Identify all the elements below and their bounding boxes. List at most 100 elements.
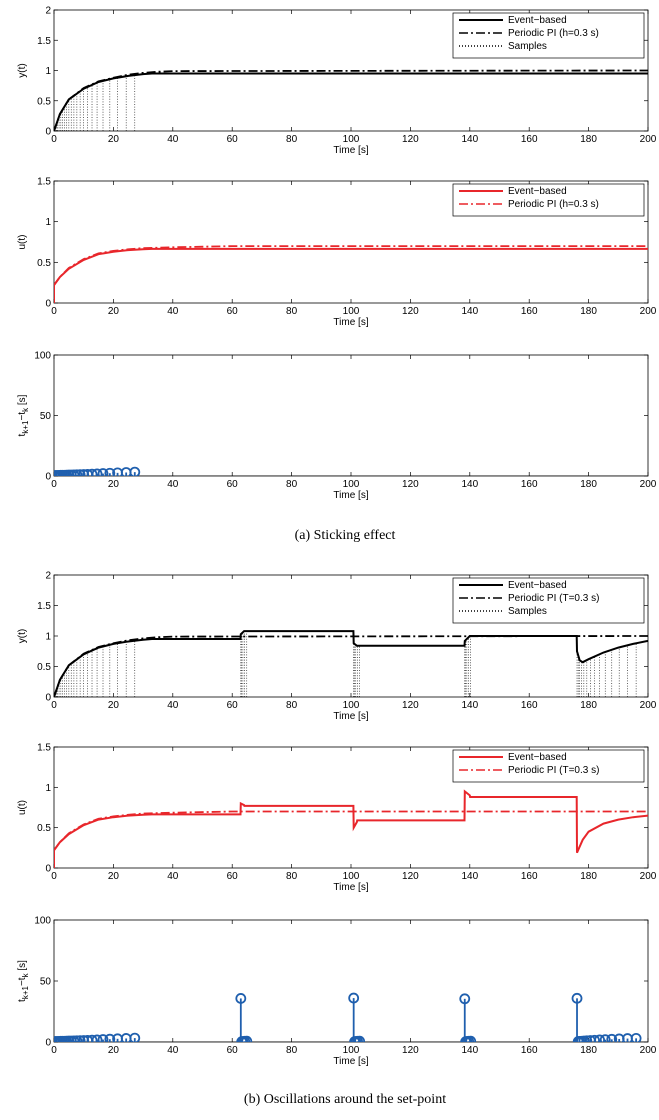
panel-a-1-ylabel: y(t): [17, 63, 28, 77]
stem-marker: [599, 1034, 611, 1042]
panel-b-3-xtick-label: 200: [640, 1045, 657, 1056]
panel-a-2-xtick-label: 180: [580, 306, 597, 317]
panel-a-2-xtick-label: 200: [640, 306, 657, 317]
panel-a-1-xtick-label: 100: [343, 134, 360, 145]
stem-marker: [74, 1035, 86, 1042]
panel-b-2-ytick-label: 1: [45, 783, 51, 794]
panel-a-2-ylabel: u(t): [17, 235, 28, 250]
panel-b-3-ylabel-part: t: [17, 999, 28, 1002]
panel-a-1-xtick-label: 0: [51, 134, 57, 145]
panel-a-3-ylabel: tk+1−tk [s]: [17, 394, 30, 436]
panel-b-2-ylabel: u(t): [17, 800, 28, 815]
panel-a-1-xtick-label: 140: [461, 134, 478, 145]
panel-b-2-ytick-label: 1.5: [37, 743, 51, 754]
panel-a-1-plot-area: [54, 69, 648, 131]
stem-marker: [91, 468, 103, 476]
panel-a-1-xtick-label: 200: [640, 134, 657, 145]
panel-b-3-xtick-label: 160: [521, 1045, 538, 1056]
panel-a-3-xlabel: Time [s]: [333, 490, 368, 501]
panel-b-2-ytick-label: 0.5: [37, 823, 51, 834]
panel-a-2-ytick-label: 1: [45, 217, 51, 228]
panel-a-1-series-2: [54, 69, 648, 131]
panel-b-3-ytick-label: 100: [34, 916, 51, 927]
panel-b-2-xtick-label: 160: [521, 871, 538, 882]
panel-b-3-xtick-label: 60: [227, 1045, 239, 1056]
panel-b-2-ytick-label: 0: [45, 864, 51, 875]
stem-marker: [235, 993, 247, 1004]
panel-b-3-xtick-label: 180: [580, 1045, 597, 1056]
stem-marker: [581, 1035, 593, 1042]
panel-b-1-xtick-label: 40: [167, 700, 179, 711]
panel-a-3-ylabel-part: t: [17, 433, 28, 436]
panel-a-1-series-3: [54, 75, 136, 131]
panel-b-3-ylabel-part: −t: [17, 977, 28, 986]
panel-b-2-xtick-label: 120: [402, 871, 419, 882]
legend-entry: Event−based: [508, 580, 567, 591]
panel-a-1-xtick-label: 20: [108, 134, 120, 145]
panel-a-2-xtick-label: 40: [167, 306, 179, 317]
legend-entry: Periodic PI (T=0.3 s): [508, 593, 599, 604]
panel-b-1-xtick-label: 160: [521, 700, 538, 711]
panel-b-1-xtick-label: 200: [640, 700, 657, 711]
stem-marker: [465, 1035, 477, 1042]
panel-a-1-ytick-label: 1.5: [37, 36, 51, 47]
panel-a-3-ytick-label: 50: [40, 411, 52, 422]
panel-a-3-ylabel-part: k+1: [21, 420, 30, 434]
panel-a-1-xtick-label: 180: [580, 134, 597, 145]
stem-marker: [129, 1032, 141, 1042]
panel-b-1-xtick-label: 120: [402, 700, 419, 711]
panel-a-1-xtick-label: 160: [521, 134, 538, 145]
panel-b-2-xtick-label: 180: [580, 871, 597, 882]
stem-marker: [630, 1032, 642, 1042]
panel-a-2-xtick-label: 100: [343, 306, 360, 317]
caption-b: (b) Oscillations around the set-point: [244, 1092, 446, 1107]
panel-b-1-ytick-label: 1.5: [37, 601, 51, 612]
panel-b-2: 0 20 40 60 80 100 120 140 160 180 200 0 0.5 1 1.5 Time …: [17, 743, 657, 894]
panel-b-3-xtick-label: 100: [343, 1045, 360, 1056]
panel-b-2-xtick-label: 140: [461, 871, 478, 882]
panel-b-1-xtick-label: 20: [108, 700, 120, 711]
panel-b-1-xtick-label: 100: [343, 700, 360, 711]
panel-b-3-xtick-label: 140: [461, 1045, 478, 1056]
stem-marker: [71, 469, 83, 476]
panel-a-1-ytick-label: 1: [45, 66, 51, 77]
panel-b-1-xlabel: Time [s]: [333, 711, 368, 722]
panel-a-2-xtick-label: 140: [461, 306, 478, 317]
legend-entry: Event−based: [508, 186, 567, 197]
panel-b-3-xlabel: Time [s]: [333, 1056, 368, 1067]
panel-b-3-ylabel-part: [s]: [17, 960, 28, 974]
panel-a-3-xtick-label: 0: [51, 479, 57, 490]
panel-a-3-xtick-label: 120: [402, 479, 419, 490]
stem-marker: [459, 993, 471, 1005]
panel-a-3-xtick-label: 60: [227, 479, 239, 490]
legend-box: [452, 749, 645, 783]
panel-a-3-ylabel-part: −t: [17, 412, 28, 421]
panel-b-3-frame: [53, 919, 649, 1043]
panel-a-1-xtick-label: 120: [402, 134, 419, 145]
legend-entry: Periodic PI (h=0.3 s): [508, 28, 599, 39]
panel-a-2-legend: Event−based Periodic PI (h=0.3 s): [452, 183, 645, 217]
panel-b-2-xtick-label: 60: [227, 871, 239, 882]
panel-b-3-xtick-label: 120: [402, 1045, 419, 1056]
panel-a-3-ytick-label: 100: [34, 351, 51, 362]
stem-marker: [104, 1033, 116, 1042]
panel-b-1-xtick-label: 140: [461, 700, 478, 711]
panel-b-2-legend: Event−based Periodic PI (T=0.3 s): [452, 749, 645, 783]
stem-marker: [594, 1034, 605, 1042]
panel-b-3-ylabel-part: k: [21, 972, 30, 977]
panel-a-3-xtick-label: 100: [343, 479, 360, 490]
panel-b-2-xlabel: Time [s]: [333, 882, 368, 893]
panel-b-2-xtick-label: 0: [51, 871, 57, 882]
legend-entry: Periodic PI (T=0.3 s): [508, 765, 599, 776]
panel-b-2-xtick-label: 200: [640, 871, 657, 882]
panel-a-3-xtick-label: 80: [286, 479, 298, 490]
legend-entry: Event−based: [508, 752, 567, 763]
legend-box: [452, 183, 645, 217]
panel-b-1-series-2: [54, 635, 648, 697]
panel-b-1-xtick-label: 80: [286, 700, 298, 711]
panel-a-1-legend: Event−based Periodic PI (h=0.3 s) Samples: [452, 12, 645, 59]
panel-a-1-xlabel: Time [s]: [333, 145, 368, 156]
